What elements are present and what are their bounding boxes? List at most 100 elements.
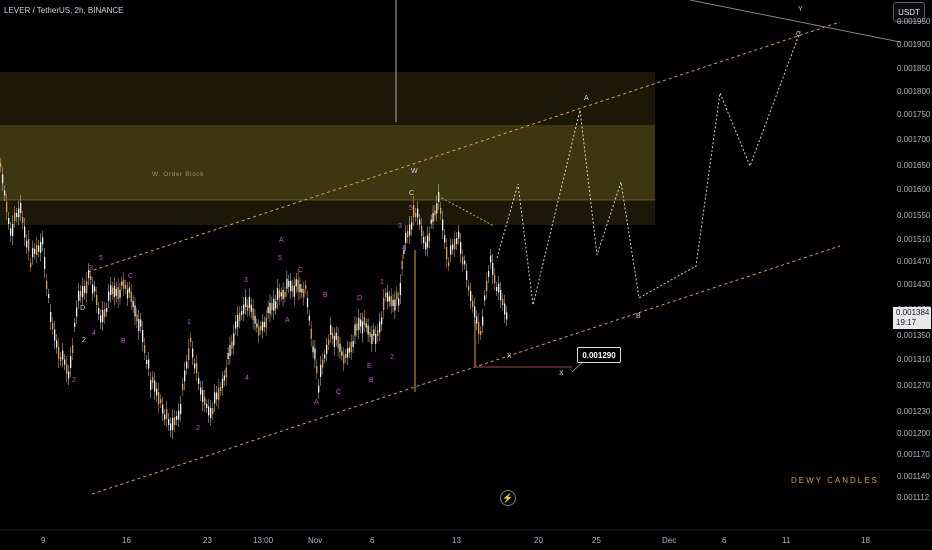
candle	[403, 250, 405, 254]
candle	[293, 285, 296, 297]
candle	[288, 280, 290, 287]
candle	[506, 312, 508, 320]
candle	[66, 364, 68, 374]
candle	[383, 298, 385, 310]
candle	[88, 270, 90, 279]
wave-label: 2	[82, 337, 86, 344]
candle	[106, 308, 108, 312]
candle	[154, 380, 156, 392]
candle	[358, 318, 360, 330]
candle	[318, 385, 320, 393]
candle	[468, 285, 470, 291]
candle	[377, 330, 379, 336]
candle	[352, 341, 354, 347]
wave-label: 1	[380, 279, 384, 286]
candle	[231, 341, 233, 349]
candle	[138, 319, 140, 331]
candle	[363, 317, 366, 325]
candle	[261, 321, 264, 331]
candle	[206, 404, 208, 408]
candle	[339, 343, 341, 352]
candle	[436, 203, 438, 214]
candle	[115, 288, 117, 296]
candle	[278, 290, 281, 299]
candle	[46, 281, 48, 289]
candle	[229, 345, 231, 356]
candle	[440, 208, 442, 214]
candle	[164, 414, 166, 420]
candle	[225, 367, 227, 378]
candle	[361, 321, 364, 334]
candle	[2, 174, 4, 184]
candle	[4, 190, 6, 196]
candle	[142, 330, 144, 342]
wave-label: C	[128, 273, 133, 280]
candle	[442, 219, 444, 231]
candle	[306, 298, 309, 308]
candle	[148, 359, 150, 369]
candle	[192, 348, 194, 358]
candle	[233, 333, 235, 346]
candle	[462, 256, 464, 265]
candle	[267, 307, 269, 313]
currency-button[interactable]: USDT	[893, 2, 925, 22]
candle	[80, 290, 82, 297]
time-tick: 25	[592, 536, 601, 545]
candle	[331, 332, 334, 339]
candle	[108, 291, 110, 301]
wave-label: B	[323, 292, 328, 299]
wave-label: W	[411, 168, 418, 175]
candle	[227, 353, 229, 359]
candle	[379, 321, 381, 333]
candle	[413, 205, 415, 217]
candle	[282, 290, 284, 299]
candle	[202, 390, 204, 402]
candle	[22, 217, 24, 223]
candle	[196, 363, 198, 373]
candle	[72, 345, 74, 353]
wave-label: A	[314, 399, 319, 406]
candle	[280, 292, 282, 297]
candle	[490, 255, 492, 263]
candle	[90, 276, 92, 280]
brand-watermark: DEWY CANDLES	[791, 476, 879, 485]
trend-line-top	[689, 0, 901, 43]
candle	[126, 289, 129, 299]
candle	[470, 291, 472, 301]
price-tick: 0.001310	[897, 355, 931, 364]
price-callout[interactable]: 0.001290	[577, 347, 621, 363]
candle	[386, 292, 389, 302]
candle	[504, 303, 506, 315]
price-tick: 0.001170	[897, 450, 930, 459]
candle	[271, 303, 273, 310]
candle	[434, 210, 436, 216]
candle	[96, 295, 98, 305]
candle	[36, 245, 38, 255]
wave-label: C	[409, 190, 414, 197]
candle	[444, 235, 446, 243]
candle	[250, 304, 252, 312]
candle	[345, 354, 347, 358]
lightning-icon[interactable]: ⚡	[500, 490, 516, 506]
candle	[388, 296, 391, 302]
candle	[64, 359, 66, 365]
wave-label: 2	[196, 425, 200, 432]
candle	[113, 286, 116, 297]
candle	[320, 364, 322, 377]
candle	[452, 244, 454, 250]
candle	[8, 218, 10, 224]
candle	[214, 392, 216, 404]
order-block-label: W. Order Block	[152, 171, 205, 178]
time-tick: Nov	[308, 536, 323, 545]
candle	[160, 399, 162, 403]
candle	[110, 285, 112, 295]
candle	[396, 292, 398, 300]
candle	[260, 326, 262, 330]
wave-label: 2	[72, 377, 76, 384]
candle	[350, 342, 352, 352]
candle	[421, 226, 423, 236]
candle	[0, 163, 2, 167]
wave-label: A	[285, 317, 290, 324]
candle	[256, 323, 258, 328]
